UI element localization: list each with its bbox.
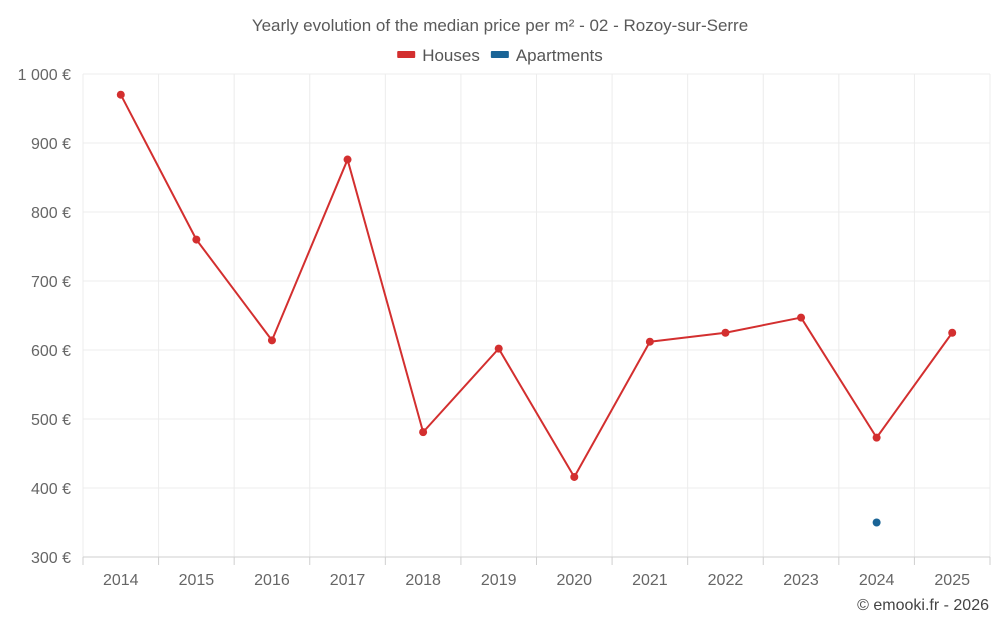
houses-point-2016[interactable] bbox=[267, 336, 276, 345]
houses-point-2023[interactable] bbox=[797, 313, 806, 322]
houses-point-2024[interactable] bbox=[872, 433, 881, 442]
y-tick-label: 300 € bbox=[31, 550, 71, 567]
houses-point-2022[interactable] bbox=[721, 328, 730, 337]
x-tick-label: 2023 bbox=[783, 572, 819, 589]
x-tick-label: 2022 bbox=[708, 572, 744, 589]
houses-point-2021[interactable] bbox=[645, 337, 654, 346]
series-layer bbox=[116, 90, 957, 527]
houses-point-2025[interactable] bbox=[948, 328, 957, 337]
houses-point-2015[interactable] bbox=[192, 235, 201, 244]
x-tick-label: 2018 bbox=[405, 572, 441, 589]
x-tick-label: 2019 bbox=[481, 572, 517, 589]
credit-text: © emooki.fr - 2026 bbox=[857, 597, 989, 614]
y-tick-label: 500 € bbox=[31, 412, 71, 429]
x-tick-label: 2025 bbox=[934, 572, 970, 589]
apartments-point-2024[interactable] bbox=[872, 518, 881, 527]
y-tick-label: 600 € bbox=[31, 343, 71, 360]
houses-series-line bbox=[119, 94, 954, 478]
y-tick-label: 800 € bbox=[31, 205, 71, 222]
legend-swatch-houses bbox=[397, 51, 416, 58]
legend-item-apartments[interactable]: Apartments bbox=[490, 46, 603, 65]
houses-point-2017[interactable] bbox=[343, 155, 352, 164]
x-tick-label: 2014 bbox=[103, 572, 139, 589]
y-tick-label: 700 € bbox=[31, 274, 71, 291]
legend-label-houses: Houses bbox=[422, 46, 480, 65]
x-tick-label: 2015 bbox=[179, 572, 215, 589]
grid bbox=[82, 73, 991, 557]
x-tick-label: 2017 bbox=[330, 572, 366, 589]
x-tick-label: 2021 bbox=[632, 572, 668, 589]
y-tick-label: 400 € bbox=[31, 481, 71, 498]
axes: 300 € 400 € 500 € 600 € 700 € 800 € 900 € 1 000… bbox=[18, 67, 991, 589]
legend-swatch-apartments bbox=[490, 51, 509, 58]
x-tick-label: 2020 bbox=[556, 572, 592, 589]
x-tick-label: 2024 bbox=[859, 572, 895, 589]
houses-point-2019[interactable] bbox=[494, 344, 503, 353]
houses-point-2018[interactable] bbox=[419, 428, 428, 437]
houses-point-2014[interactable] bbox=[116, 90, 125, 99]
y-tick-label: 1 000 € bbox=[18, 67, 71, 84]
houses-point-2020[interactable] bbox=[570, 472, 579, 481]
legend: Houses Apartments bbox=[397, 46, 603, 65]
y-tick-label: 900 € bbox=[31, 136, 71, 153]
legend-item-houses[interactable]: Houses bbox=[397, 46, 480, 65]
x-tick-label: 2016 bbox=[254, 572, 290, 589]
chart-title: Yearly evolution of the median price per… bbox=[252, 16, 748, 35]
legend-label-apartments: Apartments bbox=[516, 46, 603, 65]
